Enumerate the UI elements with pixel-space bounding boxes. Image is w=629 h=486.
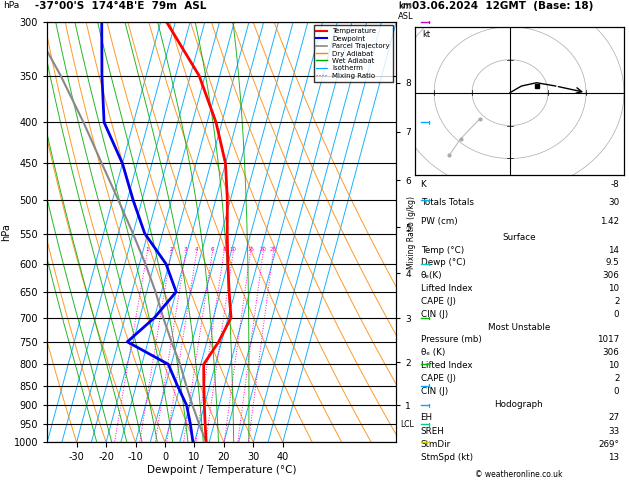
Text: 2: 2 bbox=[614, 297, 620, 306]
Text: 13: 13 bbox=[608, 453, 620, 462]
Text: 10: 10 bbox=[230, 247, 237, 252]
Text: Surface: Surface bbox=[502, 233, 536, 242]
Text: LCL: LCL bbox=[401, 420, 414, 429]
Text: 10: 10 bbox=[608, 361, 620, 370]
Legend: Temperature, Dewpoint, Parcel Trajectory, Dry Adiabat, Wet Adiabat, Isotherm, Mi: Temperature, Dewpoint, Parcel Trajectory… bbox=[314, 25, 392, 82]
Text: 10: 10 bbox=[608, 284, 620, 293]
Text: 3: 3 bbox=[184, 247, 187, 252]
Text: kt: kt bbox=[423, 30, 431, 38]
Text: 25: 25 bbox=[270, 247, 277, 252]
Text: © weatheronline.co.uk: © weatheronline.co.uk bbox=[475, 469, 563, 479]
Text: hPa: hPa bbox=[3, 1, 19, 11]
Text: 14: 14 bbox=[608, 245, 620, 255]
Text: CIN (J): CIN (J) bbox=[421, 387, 448, 396]
Text: 0: 0 bbox=[614, 387, 620, 396]
Text: 2: 2 bbox=[169, 247, 173, 252]
Text: θₑ (K): θₑ (K) bbox=[421, 348, 445, 357]
Text: km
ASL: km ASL bbox=[398, 2, 414, 21]
Text: 2: 2 bbox=[614, 374, 620, 383]
Text: CAPE (J): CAPE (J) bbox=[421, 374, 455, 383]
Text: Pressure (mb): Pressure (mb) bbox=[421, 335, 481, 345]
Y-axis label: hPa: hPa bbox=[1, 223, 11, 241]
Text: 30: 30 bbox=[608, 198, 620, 208]
Text: StmDir: StmDir bbox=[421, 440, 451, 449]
Text: Temp (°C): Temp (°C) bbox=[421, 245, 464, 255]
X-axis label: Dewpoint / Temperature (°C): Dewpoint / Temperature (°C) bbox=[147, 465, 296, 475]
Text: K: K bbox=[421, 180, 426, 189]
Text: 269°: 269° bbox=[599, 440, 620, 449]
Text: Most Unstable: Most Unstable bbox=[488, 323, 550, 331]
Text: 27: 27 bbox=[608, 413, 620, 422]
Text: 15: 15 bbox=[247, 247, 254, 252]
Text: Mixing Ratio (g/kg): Mixing Ratio (g/kg) bbox=[408, 195, 416, 269]
Text: CIN (J): CIN (J) bbox=[421, 310, 448, 319]
Text: Lifted Index: Lifted Index bbox=[421, 361, 472, 370]
Text: 6: 6 bbox=[211, 247, 214, 252]
Text: Totals Totals: Totals Totals bbox=[421, 198, 474, 208]
Text: 4: 4 bbox=[195, 247, 198, 252]
Text: 1: 1 bbox=[145, 247, 149, 252]
Text: -37°00'S  174°4B'E  79m  ASL: -37°00'S 174°4B'E 79m ASL bbox=[35, 1, 206, 12]
Text: -8: -8 bbox=[611, 180, 620, 189]
Text: 1017: 1017 bbox=[597, 335, 620, 345]
Text: StmSpd (kt): StmSpd (kt) bbox=[421, 453, 472, 462]
Text: 9.5: 9.5 bbox=[606, 259, 620, 267]
Text: km: km bbox=[398, 1, 412, 11]
Text: 33: 33 bbox=[608, 427, 620, 435]
Text: 306: 306 bbox=[603, 271, 620, 280]
Text: Lifted Index: Lifted Index bbox=[421, 284, 472, 293]
Text: 1.42: 1.42 bbox=[600, 217, 620, 226]
Text: 20: 20 bbox=[260, 247, 267, 252]
Text: Dewp (°C): Dewp (°C) bbox=[421, 259, 465, 267]
Text: CAPE (J): CAPE (J) bbox=[421, 297, 455, 306]
Text: 8: 8 bbox=[222, 247, 226, 252]
Text: 306: 306 bbox=[603, 348, 620, 357]
Text: EH: EH bbox=[421, 413, 433, 422]
Text: 03.06.2024  12GMT  (Base: 18): 03.06.2024 12GMT (Base: 18) bbox=[412, 1, 593, 12]
Text: SREH: SREH bbox=[421, 427, 445, 435]
Text: 0: 0 bbox=[614, 310, 620, 319]
Text: PW (cm): PW (cm) bbox=[421, 217, 457, 226]
Text: Hodograph: Hodograph bbox=[494, 400, 543, 409]
Text: θₑ(K): θₑ(K) bbox=[421, 271, 442, 280]
